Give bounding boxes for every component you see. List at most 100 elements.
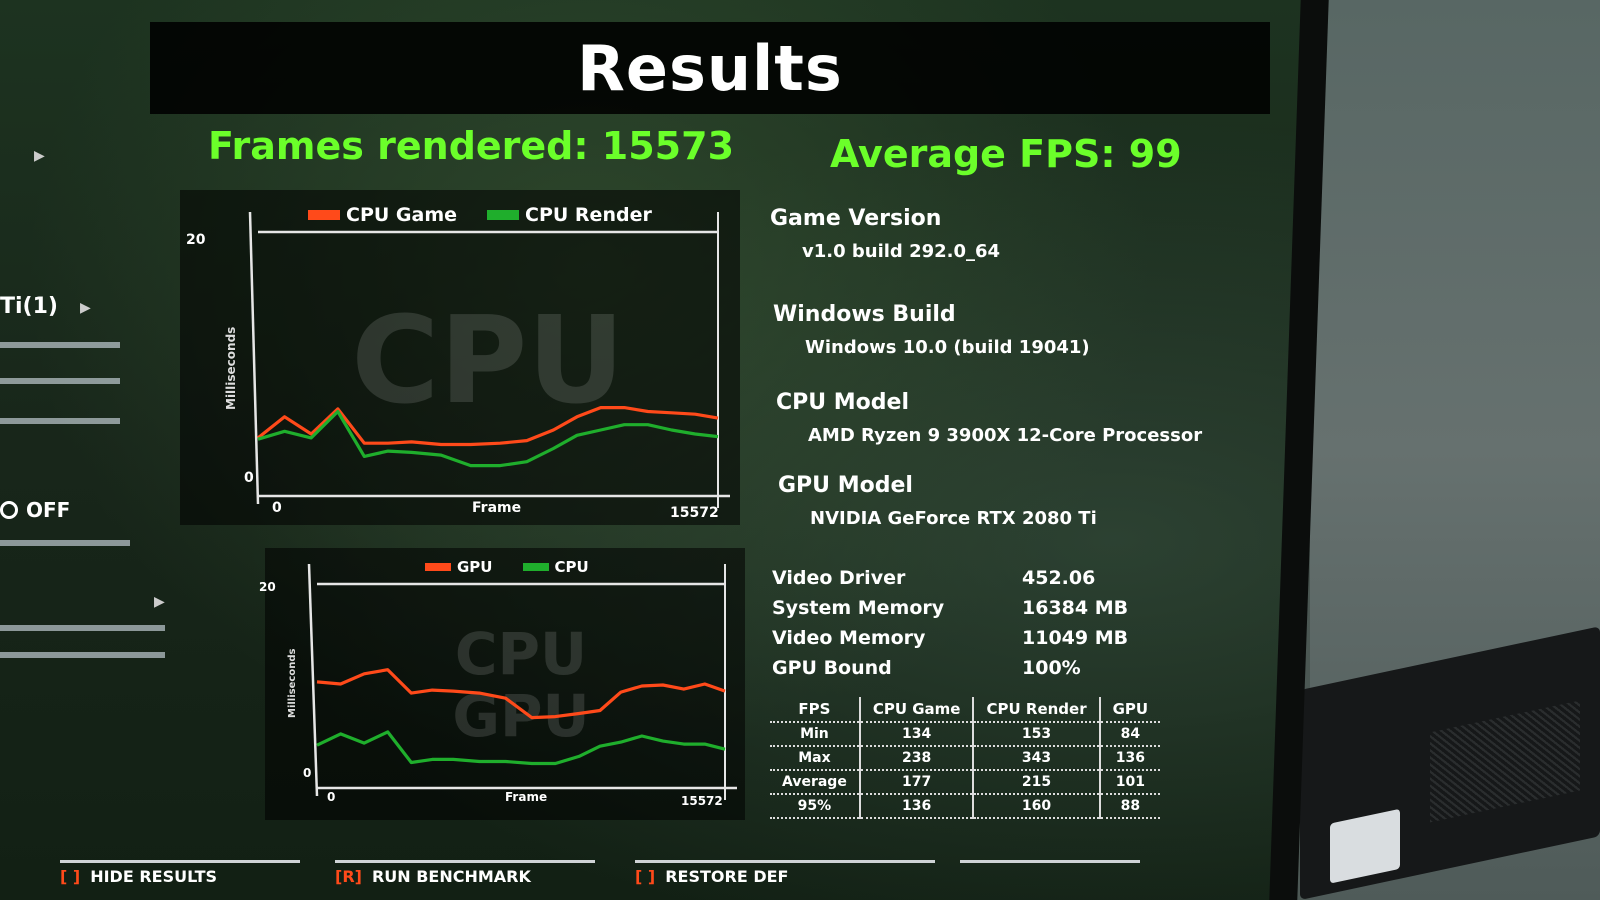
cpu-model-block: CPU Model AMD Ryzen 9 3900X 12-Core Proc… bbox=[776, 390, 1202, 446]
hide-results-button[interactable]: [ ] HIDE RESULTS bbox=[60, 860, 300, 897]
gpu-cpu-frametime-chart: GPU CPU CPU GPU 20 0 0 15572 Frame Millis… bbox=[259, 548, 745, 820]
hide-results-key: [ ] bbox=[60, 867, 81, 886]
chevron-right-icon[interactable]: ▶ bbox=[80, 300, 91, 316]
run-benchmark-label: RUN BENCHMARK bbox=[371, 867, 531, 886]
x-tick-max: 15572 bbox=[681, 794, 723, 808]
system-memory-row: System Memory 16384 MB bbox=[772, 597, 1129, 619]
restore-defaults-key: [ ] bbox=[635, 867, 656, 886]
table-cell: 88 bbox=[1098, 794, 1161, 819]
legend-swatch-orange bbox=[308, 210, 340, 220]
chart1-legend: CPU Game CPU Render bbox=[308, 204, 652, 226]
chart1-plot: CPU bbox=[248, 211, 730, 508]
table-row: Max 238 343 136 bbox=[770, 746, 1161, 771]
slider-bar[interactable] bbox=[0, 652, 165, 658]
hide-results-label: HIDE RESULTS bbox=[90, 867, 218, 886]
table-cell: 177 bbox=[858, 770, 974, 795]
legend-cpu: CPU bbox=[522, 558, 589, 576]
cpu-model-label: CPU Model bbox=[776, 390, 910, 415]
table-cell: 136 bbox=[858, 794, 974, 819]
slider-bar[interactable] bbox=[0, 625, 165, 631]
fps-table: FPS CPU Game CPU Render GPU Min 134 153 … bbox=[770, 697, 1161, 819]
bottom-action-placeholder[interactable] bbox=[960, 860, 1140, 897]
gpu-bound-row: GPU Bound 100% bbox=[772, 657, 1081, 679]
table-cell: 101 bbox=[1098, 770, 1161, 795]
legend-gpu: GPU bbox=[425, 558, 493, 576]
legend-swatch-green bbox=[487, 210, 520, 220]
x-tick-min: 0 bbox=[327, 790, 336, 804]
frames-rendered: Frames rendered: 15573 bbox=[208, 124, 735, 168]
video-memory-row: Video Memory 11049 MB bbox=[772, 627, 1129, 649]
slider-bar[interactable] bbox=[0, 540, 130, 546]
x-axis-label: Frame bbox=[505, 790, 548, 804]
table-cell: Max bbox=[770, 746, 860, 771]
table-cell: Min bbox=[770, 722, 860, 747]
chart-watermark: CPU bbox=[455, 620, 587, 688]
series-line-cpu-game bbox=[257, 406, 719, 447]
y-axis-line bbox=[307, 563, 319, 797]
run-benchmark-key: [R] bbox=[335, 867, 362, 886]
legend-swatch-green bbox=[522, 563, 549, 571]
table-row: Min 134 153 84 bbox=[770, 722, 1161, 747]
x-axis-label: Frame bbox=[472, 500, 522, 516]
y-tick-max: 20 bbox=[186, 232, 206, 248]
series-line-cpu-render bbox=[257, 409, 719, 468]
legend-cpu-render: CPU Render bbox=[487, 204, 652, 226]
x-tick-min: 0 bbox=[272, 500, 282, 516]
game-version-block: Game Version v1.0 build 292.0_64 bbox=[770, 206, 1000, 262]
table-header: GPU bbox=[1098, 697, 1161, 723]
y-tick-min: 0 bbox=[303, 766, 312, 780]
restore-defaults-button[interactable]: [ ] RESTORE DEF bbox=[635, 860, 935, 897]
y-tick-max: 20 bbox=[259, 580, 276, 594]
gpu-model-value: NVIDIA GeForce RTX 2080 Ti bbox=[810, 508, 1097, 529]
series-line-gpu bbox=[316, 668, 726, 720]
chart2-legend: GPU CPU bbox=[425, 558, 589, 576]
table-header: CPU Game bbox=[858, 697, 974, 723]
table-cell: 153 bbox=[972, 722, 1100, 747]
x-tick-max: 15572 bbox=[670, 505, 719, 521]
legend-cpu-game: CPU Game bbox=[308, 204, 457, 226]
system-specs: Video Driver 452.06 System Memory 16384 MB… bbox=[772, 567, 1132, 687]
run-benchmark-button[interactable]: [R] RUN BENCHMARK bbox=[335, 860, 595, 897]
table-cell: 134 bbox=[858, 722, 974, 747]
slider-bar[interactable] bbox=[0, 342, 120, 348]
windows-build-block: Windows Build Windows 10.0 (build 19041) bbox=[773, 302, 1090, 358]
chevron-right-icon[interactable]: ▶ bbox=[154, 594, 165, 610]
table-cell: 84 bbox=[1098, 722, 1161, 747]
restore-defaults-label: RESTORE DEF bbox=[665, 867, 789, 886]
cpu-model-value: AMD Ryzen 9 3900X 12-Core Processor bbox=[808, 425, 1203, 446]
page-title: Results bbox=[577, 31, 843, 105]
table-header: FPS bbox=[770, 697, 860, 723]
game-version-label: Game Version bbox=[770, 206, 942, 231]
legend-swatch-orange bbox=[425, 563, 451, 571]
gpu-model-label: GPU Model bbox=[778, 473, 913, 498]
windows-build-label: Windows Build bbox=[773, 302, 956, 327]
slider-bar[interactable] bbox=[0, 418, 120, 424]
table-header-row: FPS CPU Game CPU Render GPU bbox=[770, 697, 1161, 723]
table-cell: 95% bbox=[770, 794, 860, 819]
windows-build-value: Windows 10.0 (build 19041) bbox=[805, 337, 1090, 358]
table-cell: 136 bbox=[1098, 746, 1161, 771]
pc-grill bbox=[1430, 700, 1580, 823]
monitor-screen: Results Frames rendered: 15573 Average F… bbox=[0, 0, 1310, 900]
y-axis-label: Milliseconds bbox=[287, 648, 298, 718]
table-row: 95% 136 160 88 bbox=[770, 794, 1161, 819]
video-driver-row: Video Driver 452.06 bbox=[772, 567, 1096, 589]
table-cell: 343 bbox=[972, 746, 1100, 771]
table-cell: 238 bbox=[858, 746, 974, 771]
series-line-cpu bbox=[316, 730, 726, 766]
toggle-off[interactable]: OFF bbox=[0, 498, 70, 522]
chart-watermark: CPU bbox=[351, 292, 624, 431]
gpu-model-block: GPU Model NVIDIA GeForce RTX 2080 Ti bbox=[778, 473, 1097, 529]
cpu-frametime-chart: CPU Game CPU Render CPU 20 0 0 15572 Fra… bbox=[180, 190, 740, 525]
slider-bar[interactable] bbox=[0, 378, 120, 384]
gpu-selector[interactable]: Ti(1) bbox=[0, 294, 58, 319]
radio-icon bbox=[0, 501, 18, 519]
y-axis-label: Milliseconds bbox=[224, 326, 238, 410]
y-tick-min: 0 bbox=[244, 470, 254, 486]
chevron-right-icon[interactable]: ▶ bbox=[34, 148, 45, 164]
y-axis-line bbox=[248, 211, 260, 505]
results-header: Results bbox=[150, 22, 1270, 114]
table-cell: 215 bbox=[972, 770, 1100, 795]
table-row: Average 177 215 101 bbox=[770, 770, 1161, 795]
